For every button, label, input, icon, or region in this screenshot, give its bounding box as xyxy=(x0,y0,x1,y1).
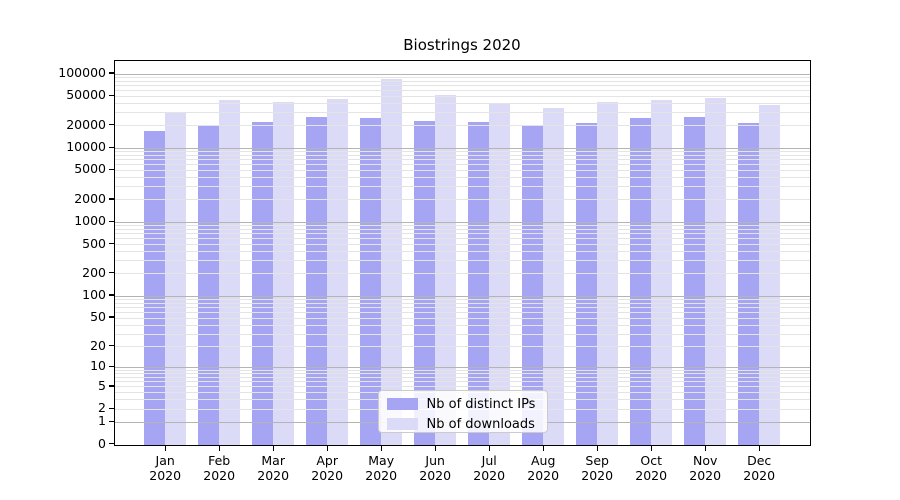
x-tick-mark xyxy=(272,446,274,451)
plot-area: Nb of distinct IPs Nb of downloads xyxy=(113,60,811,446)
y-tick-mark xyxy=(108,272,114,274)
bar-nb-of-downloads-sep-2020 xyxy=(597,101,618,445)
bar-nb-of-distinct-ips-dec-2020 xyxy=(738,123,759,445)
bar-nb-of-downloads-oct-2020 xyxy=(651,100,672,445)
y-tick-label: 1000 xyxy=(74,213,106,229)
y-tick-label: 10000 xyxy=(66,139,106,155)
y-tick-label: 200 xyxy=(82,264,106,280)
x-tick-label: Feb 2020 xyxy=(203,452,236,484)
y-tick-label: 20 xyxy=(90,337,106,353)
bar-nb-of-downloads-jan-2020 xyxy=(165,111,186,445)
y-tick-label: 0 xyxy=(98,435,106,451)
legend-item-downloads: Nb of downloads xyxy=(386,416,537,432)
y-tick-mark xyxy=(108,294,114,296)
x-tick-label: May 2020 xyxy=(365,452,398,484)
x-tick-mark xyxy=(164,446,166,451)
bar-nb-of-distinct-ips-jan-2020 xyxy=(144,130,165,445)
bar-nb-of-distinct-ips-sep-2020 xyxy=(576,122,597,445)
y-tick-mark xyxy=(108,146,114,148)
x-tick-label: Sep 2020 xyxy=(581,452,614,484)
x-tick-label: Jan 2020 xyxy=(149,452,182,484)
x-tick-mark xyxy=(758,446,760,451)
y-tick-label: 100 xyxy=(82,287,106,303)
x-tick-mark xyxy=(542,446,544,451)
x-tick-label: Nov 2020 xyxy=(689,452,722,484)
y-tick-mark xyxy=(108,72,114,74)
legend: Nb of distinct IPs Nb of downloads xyxy=(377,390,548,433)
y-tick-mark xyxy=(108,198,114,200)
bars-layer xyxy=(115,61,810,445)
bar-nb-of-distinct-ips-aug-2020 xyxy=(522,125,543,445)
bar-nb-of-distinct-ips-jul-2020 xyxy=(468,122,489,445)
legend-swatch-downloads xyxy=(386,418,418,430)
chart-title: Biostrings 2020 xyxy=(403,36,521,54)
y-tick-label: 50 xyxy=(90,309,106,325)
bar-nb-of-distinct-ips-mar-2020 xyxy=(252,121,273,445)
y-tick-label: 20000 xyxy=(66,116,106,132)
y-tick-mark xyxy=(108,365,114,367)
y-tick-label: 5 xyxy=(98,377,106,393)
x-tick-mark xyxy=(596,446,598,451)
y-tick-label: 100000 xyxy=(58,65,106,81)
x-tick-mark xyxy=(650,446,652,451)
bar-nb-of-downloads-feb-2020 xyxy=(219,100,240,445)
legend-swatch-distinct-ips xyxy=(386,398,418,410)
y-tick-label: 2 xyxy=(98,400,106,416)
y-tick-label: 500 xyxy=(82,235,106,251)
x-tick-mark xyxy=(218,446,220,451)
bar-nb-of-downloads-aug-2020 xyxy=(543,107,564,445)
x-tick-label: Aug 2020 xyxy=(527,452,560,484)
x-tick-label: Dec 2020 xyxy=(743,452,776,484)
bar-nb-of-downloads-jun-2020 xyxy=(435,94,456,445)
x-tick-label: Jul 2020 xyxy=(473,452,506,484)
x-tick-mark xyxy=(434,446,436,451)
bar-nb-of-distinct-ips-jun-2020 xyxy=(414,121,435,445)
x-tick-mark xyxy=(704,446,706,451)
x-tick-label: Apr 2020 xyxy=(311,452,344,484)
y-tick-label: 2000 xyxy=(74,190,106,206)
bar-nb-of-distinct-ips-apr-2020 xyxy=(306,117,327,445)
y-tick-mark xyxy=(108,316,114,318)
y-tick-mark xyxy=(108,168,114,171)
y-tick-mark xyxy=(108,385,114,387)
x-tick-mark xyxy=(326,446,328,451)
y-tick-mark xyxy=(108,443,114,445)
y-tick-mark xyxy=(108,420,114,422)
x-tick-label: Mar 2020 xyxy=(257,452,290,484)
bar-nb-of-distinct-ips-oct-2020 xyxy=(630,118,651,445)
bar-nb-of-distinct-ips-feb-2020 xyxy=(198,126,219,445)
bar-nb-of-distinct-ips-nov-2020 xyxy=(684,116,705,445)
bar-nb-of-downloads-nov-2020 xyxy=(705,97,726,445)
y-tick-mark xyxy=(108,407,114,409)
y-tick-mark xyxy=(108,220,114,222)
x-tick-mark xyxy=(380,446,382,451)
legend-label-distinct-ips: Nb of distinct IPs xyxy=(426,396,536,412)
y-tick-label: 50000 xyxy=(66,87,106,103)
legend-label-downloads: Nb of downloads xyxy=(426,416,535,432)
bar-nb-of-downloads-apr-2020 xyxy=(327,99,348,445)
y-tick-mark xyxy=(108,345,114,347)
y-tick-label: 1 xyxy=(98,413,106,429)
bar-nb-of-downloads-dec-2020 xyxy=(759,105,780,445)
y-tick-label: 10 xyxy=(90,358,106,374)
bar-nb-of-downloads-mar-2020 xyxy=(273,101,294,445)
x-tick-label: Jun 2020 xyxy=(419,452,452,484)
y-tick-label: 5000 xyxy=(74,161,106,177)
x-tick-label: Oct 2020 xyxy=(635,452,668,484)
x-tick-mark xyxy=(488,446,490,451)
y-tick-mark xyxy=(108,124,114,126)
y-tick-mark xyxy=(108,94,114,96)
y-tick-mark xyxy=(108,242,114,245)
legend-item-distinct-ips: Nb of distinct IPs xyxy=(386,396,537,412)
